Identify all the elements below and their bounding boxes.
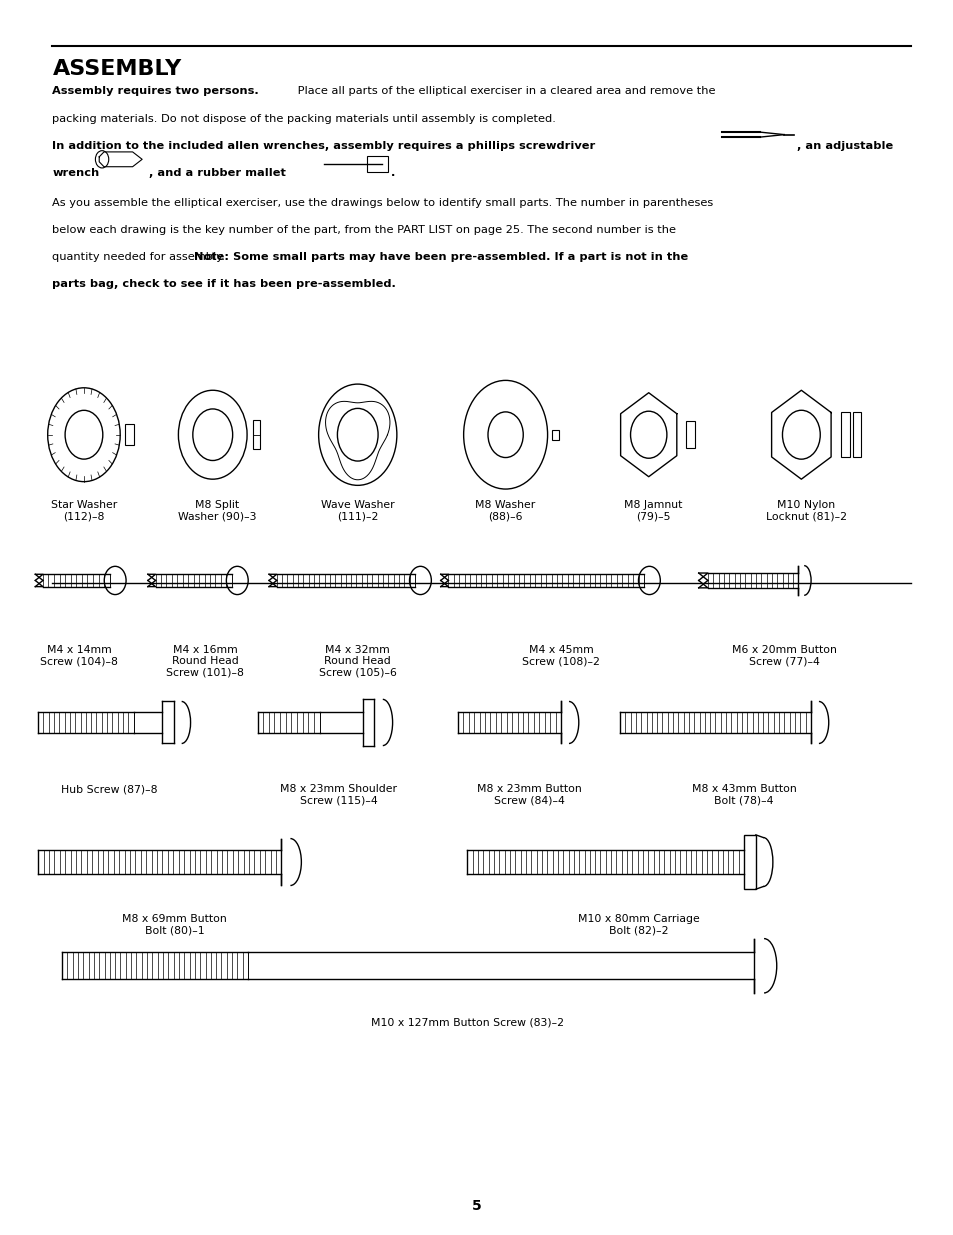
Text: Wave Washer
(111)–2: Wave Washer (111)–2 xyxy=(320,500,395,521)
Text: M10 Nylon
Locknut (81)–2: M10 Nylon Locknut (81)–2 xyxy=(765,500,845,521)
Text: ⁠: ⁠ xyxy=(730,114,734,124)
Text: packing materials. Do not dispose of the packing materials until assembly is com: packing materials. Do not dispose of the… xyxy=(52,114,556,124)
Text: ASSEMBLY: ASSEMBLY xyxy=(52,59,181,79)
Text: Hub Screw (87)–8: Hub Screw (87)–8 xyxy=(61,784,158,794)
Text: M4 x 14mm
Screw (104)–8: M4 x 14mm Screw (104)–8 xyxy=(40,645,118,666)
Text: M8 x 23mm Button
Screw (84)–4: M8 x 23mm Button Screw (84)–4 xyxy=(476,784,581,805)
Text: quantity needed for assembly.: quantity needed for assembly. xyxy=(52,252,229,262)
Text: M8 Split
Washer (90)–3: M8 Split Washer (90)–3 xyxy=(178,500,256,521)
Text: M8 Washer
(88)–6: M8 Washer (88)–6 xyxy=(475,500,536,521)
Bar xyxy=(125,424,133,446)
Text: M8 x 43mm Button
Bolt (78)–4: M8 x 43mm Button Bolt (78)–4 xyxy=(691,784,796,805)
Bar xyxy=(852,412,861,457)
Text: M4 x 45mm
Screw (108)–2: M4 x 45mm Screw (108)–2 xyxy=(521,645,599,666)
Text: Note: Some small parts may have been pre-assembled. If a part is not in the: Note: Some small parts may have been pre… xyxy=(193,252,687,262)
Text: 5: 5 xyxy=(472,1199,481,1213)
Bar xyxy=(367,156,388,172)
Text: M4 x 32mm
Round Head
Screw (105)–6: M4 x 32mm Round Head Screw (105)–6 xyxy=(318,645,396,678)
Text: below each drawing is the key number of the part, from the PART LIST on page 25.: below each drawing is the key number of … xyxy=(52,225,676,235)
Text: , and a rubber mallet: , and a rubber mallet xyxy=(149,168,285,178)
Text: As you assemble the elliptical exerciser, use the drawings below to identify sma: As you assemble the elliptical exerciser… xyxy=(52,198,713,207)
Text: parts bag, check to see if it has been pre-assembled.: parts bag, check to see if it has been p… xyxy=(52,279,395,289)
Text: M6 x 20mm Button
Screw (77)–4: M6 x 20mm Button Screw (77)–4 xyxy=(731,645,836,666)
Text: M8 x 69mm Button
Bolt (80)–1: M8 x 69mm Button Bolt (80)–1 xyxy=(122,914,227,935)
Text: wrench: wrench xyxy=(52,168,100,178)
Text: Assembly requires two persons.: Assembly requires two persons. xyxy=(52,86,259,96)
Text: M8 Jamnut
(79)–5: M8 Jamnut (79)–5 xyxy=(623,500,682,521)
Bar xyxy=(685,421,694,448)
Text: , an adjustable: , an adjustable xyxy=(796,141,892,151)
Bar xyxy=(253,420,260,450)
Text: M4 x 16mm
Round Head
Screw (101)–8: M4 x 16mm Round Head Screw (101)–8 xyxy=(166,645,244,678)
Text: Star Washer
(112)–8: Star Washer (112)–8 xyxy=(51,500,117,521)
Text: M8 x 23mm Shoulder
Screw (115)–4: M8 x 23mm Shoulder Screw (115)–4 xyxy=(280,784,396,805)
Bar xyxy=(552,430,558,440)
Text: Place all parts of the elliptical exerciser in a cleared area and remove the: Place all parts of the elliptical exerci… xyxy=(294,86,715,96)
Bar xyxy=(841,412,849,457)
Text: In addition to the included allen wrenches, assembly requires a phillips screwdr: In addition to the included allen wrench… xyxy=(52,141,595,151)
Bar xyxy=(743,835,755,889)
Text: M10 x 127mm Button Screw (83)–2: M10 x 127mm Button Screw (83)–2 xyxy=(371,1018,563,1028)
Text: M10 x 80mm Carriage
Bolt (82)–2: M10 x 80mm Carriage Bolt (82)–2 xyxy=(578,914,700,935)
Text: .: . xyxy=(391,168,395,178)
